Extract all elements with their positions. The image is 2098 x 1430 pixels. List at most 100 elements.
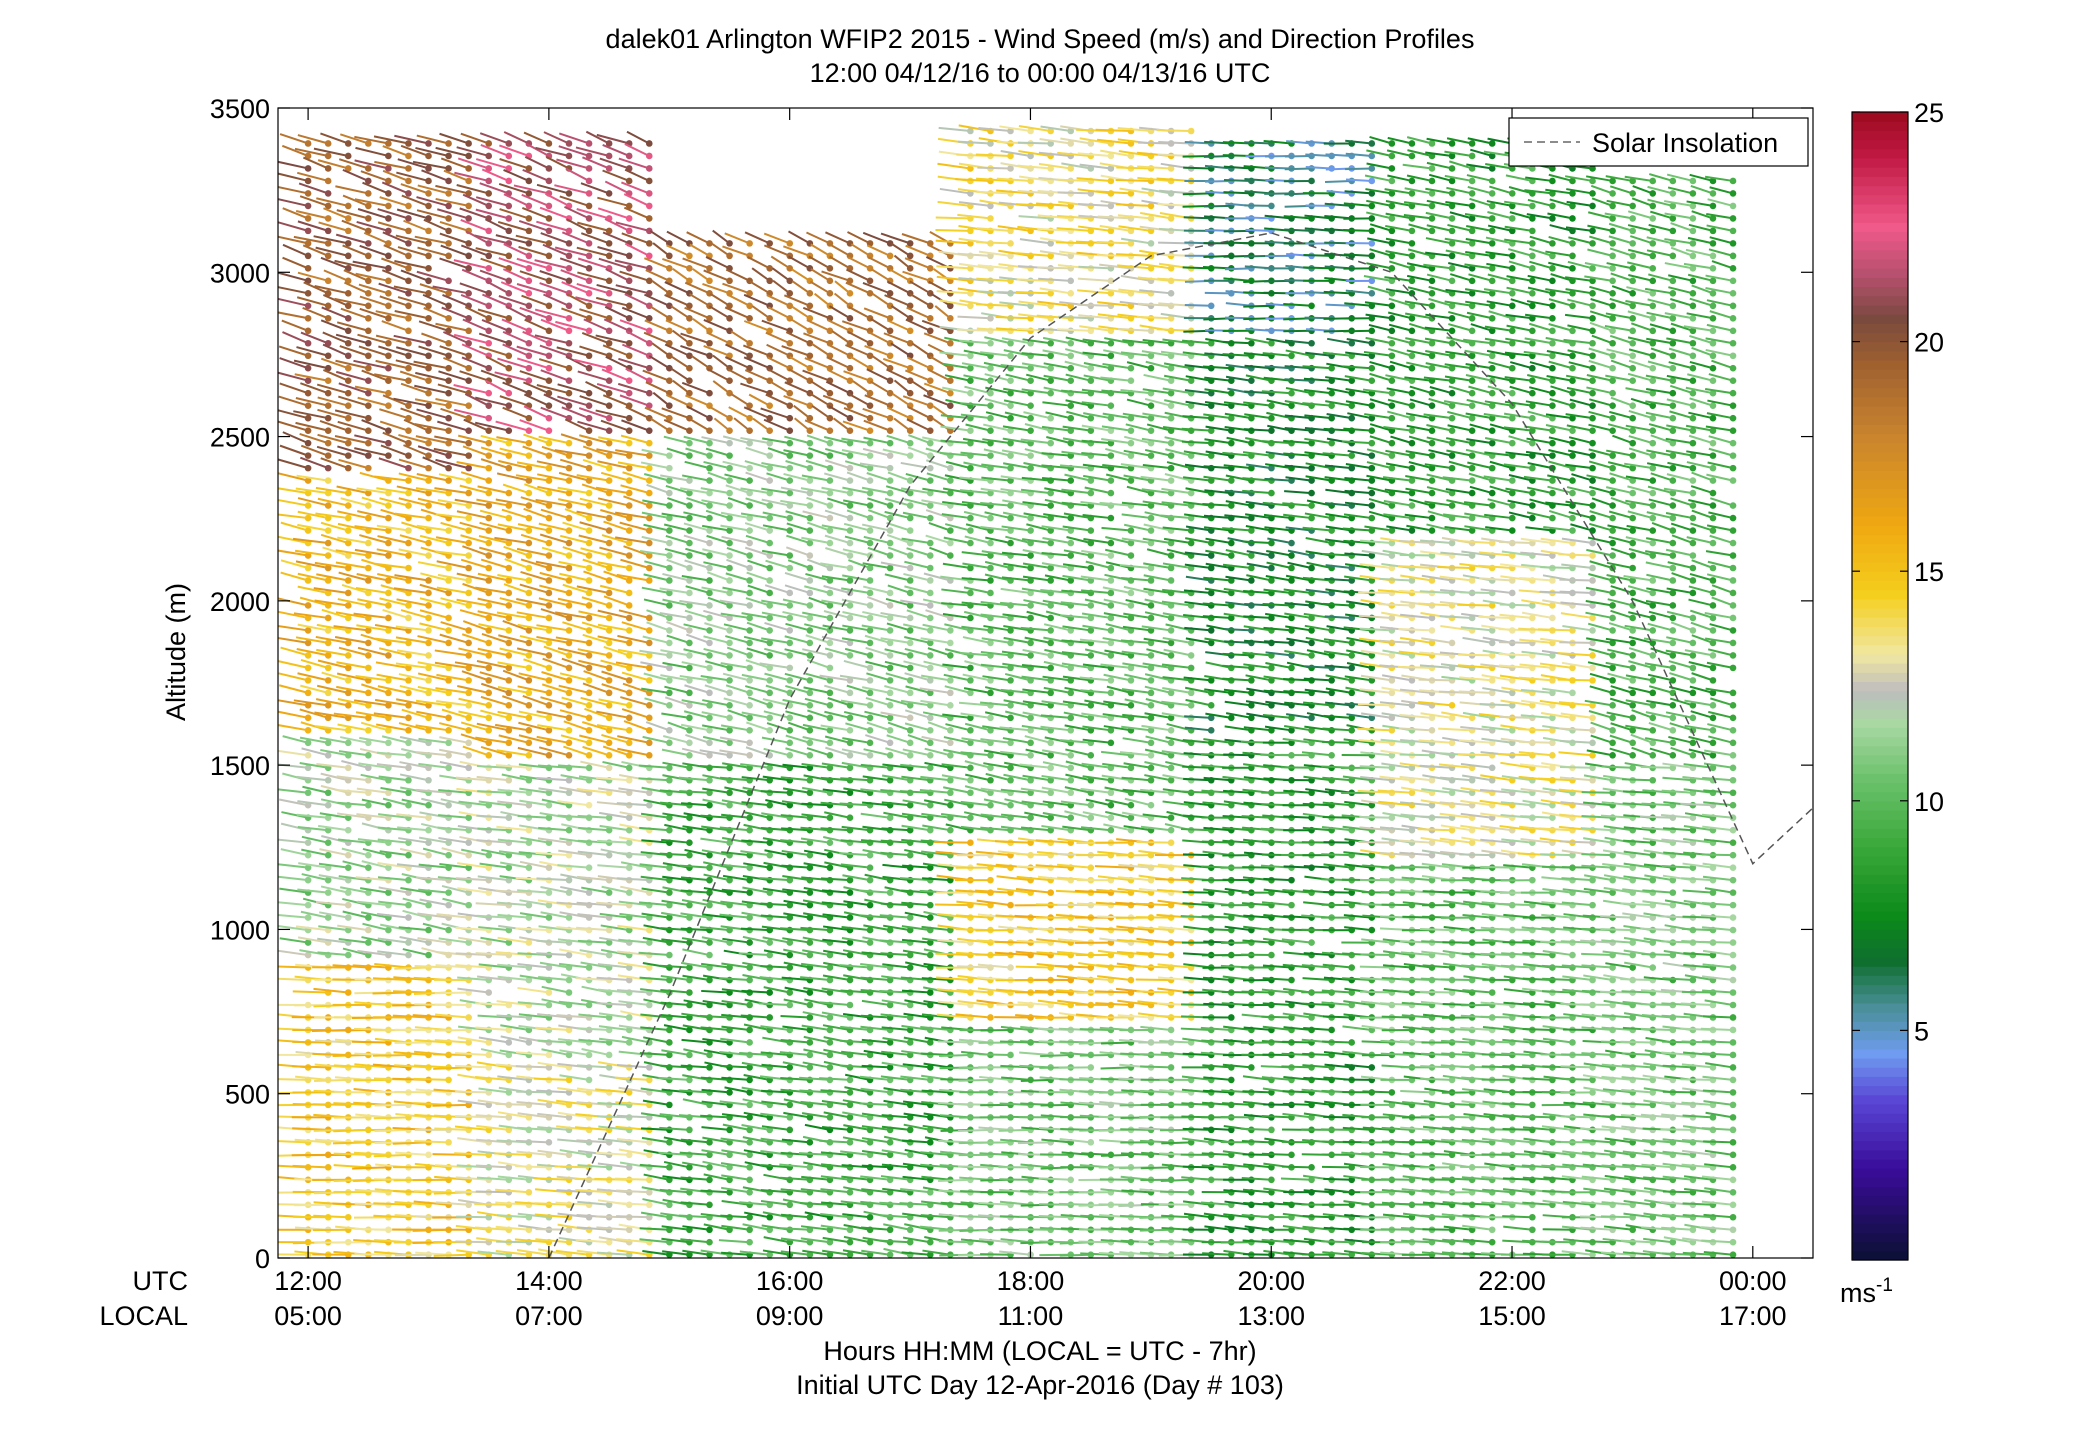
wind-barb-point (706, 939, 713, 946)
wind-barb-point (666, 265, 673, 272)
wind-barb-point (586, 327, 593, 334)
wind-barb-point (385, 602, 392, 609)
wind-barb-shaft (671, 368, 690, 380)
wind-barb-point (425, 352, 432, 359)
wind-barb-shaft (762, 738, 790, 743)
wind-barb-point (807, 290, 814, 297)
wind-barb-point (445, 927, 452, 934)
wind-barb-point (566, 889, 573, 896)
wind-barb-point (807, 640, 814, 647)
wind-barb-point (606, 602, 613, 609)
wind-barb-point (345, 340, 352, 347)
wind-barb-point (425, 365, 432, 372)
wind-barb-point (365, 165, 372, 172)
wind-barb-point (686, 1127, 693, 1134)
wind-barb-point (646, 365, 653, 372)
wind-barb-point (566, 140, 573, 147)
wind-barb-point (686, 740, 693, 747)
wind-barb-point (485, 989, 492, 996)
wind-barb-point (786, 1064, 793, 1071)
wind-barb-point (706, 390, 713, 397)
wind-barb-shaft (771, 256, 790, 268)
wind-barb-point (827, 590, 834, 597)
wind-barb-point (385, 215, 392, 222)
wind-barb-point (867, 427, 874, 434)
wind-barb-point (706, 265, 713, 272)
wind-barb-point (827, 864, 834, 871)
wind-barb-point (666, 764, 673, 771)
wind-barb-point (766, 402, 773, 409)
wind-barb-point (305, 665, 312, 672)
wind-barb-shaft (518, 816, 549, 818)
wind-barb-point (445, 153, 452, 160)
wind-barb-shaft (597, 461, 629, 468)
wind-barb-point (405, 178, 412, 185)
wind-barb-shaft (478, 624, 508, 630)
wind-barb-point (465, 902, 472, 909)
wind-barb-point (726, 377, 733, 384)
wind-barb-point (325, 153, 332, 160)
wind-barb-shaft (281, 648, 309, 656)
wind-barb-point (746, 1164, 753, 1171)
wind-barb-point (325, 615, 332, 622)
wind-barb-point (827, 327, 834, 334)
wind-barb-point (606, 465, 613, 472)
wind-barb-point (706, 1064, 713, 1071)
wind-barb-point (305, 402, 312, 409)
wind-barb-point (546, 802, 553, 809)
wind-barb-point (485, 752, 492, 759)
wind-barb-point (646, 752, 653, 759)
wind-barb-point (706, 802, 713, 809)
wind-barb-point (546, 278, 553, 285)
wind-barb-point (305, 265, 312, 272)
wind-barb-point (706, 877, 713, 884)
wind-barb-point (405, 352, 412, 359)
wind-barb-point (425, 602, 432, 609)
wind-barb-point (485, 228, 492, 235)
wind-barb-point (445, 1077, 452, 1084)
wind-barb-point (666, 427, 673, 434)
wind-barb-point (706, 1164, 713, 1171)
wind-barb-shaft (616, 1216, 649, 1217)
wind-barb-point (686, 640, 693, 647)
wind-barb-point (606, 390, 613, 397)
wind-barb-point (867, 752, 874, 759)
wind-barb-point (465, 677, 472, 684)
wind-barb-point (526, 677, 533, 684)
wind-barb-point (425, 590, 432, 597)
wind-barb-point (626, 352, 633, 359)
wind-barb-point (686, 839, 693, 846)
wind-barb-shaft (682, 949, 709, 955)
wind-barb-point (325, 477, 332, 484)
wind-barb-point (365, 352, 372, 359)
wind-barb-point (626, 764, 633, 771)
wind-barb-point (405, 952, 412, 959)
wind-barb-point (345, 889, 352, 896)
wind-barb-point (606, 839, 613, 846)
wind-barb-point (887, 527, 894, 534)
wind-barb-shaft (355, 148, 388, 156)
wind-barb-point (465, 153, 472, 160)
wind-barb-point (586, 290, 593, 297)
wind-barb-point (606, 889, 613, 896)
wind-barb-point (586, 577, 593, 584)
wind-barb-point (526, 415, 533, 422)
wind-barb-point (465, 203, 472, 210)
wind-barb-shaft (460, 610, 489, 618)
wind-barb-point (586, 715, 593, 722)
wind-barb-point (365, 215, 372, 222)
wind-barb-point (566, 715, 573, 722)
wind-barb-point (425, 502, 432, 509)
wind-barb-point (586, 540, 593, 547)
wind-barb-point (465, 515, 472, 522)
wind-barb-point (325, 677, 332, 684)
wind-barb-point (365, 864, 372, 871)
wind-barb-point (425, 927, 432, 934)
wind-barb-point (505, 740, 512, 747)
wind-barb-point (807, 727, 814, 734)
wind-barb-point (807, 465, 814, 472)
wind-barb-point (827, 740, 834, 747)
wind-barb-shaft (316, 198, 348, 206)
wind-barb-point (706, 577, 713, 584)
wind-barb-point (365, 327, 372, 334)
